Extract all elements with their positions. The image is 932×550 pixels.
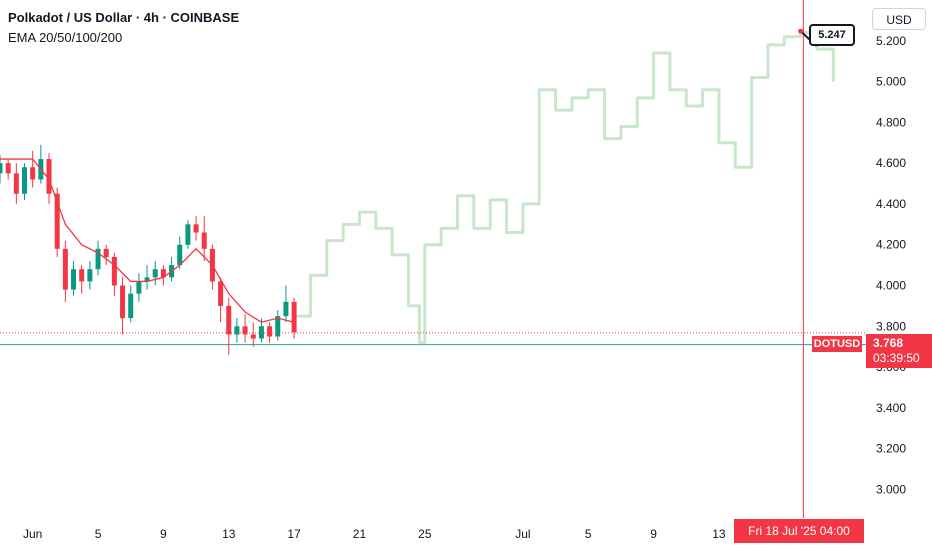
candle-body	[111, 256, 117, 286]
candle-body	[291, 301, 297, 333]
y-tick-label: 4.400	[876, 197, 906, 211]
candle-body	[0, 163, 3, 174]
candle-body	[136, 281, 142, 294]
x-tick-label: 9	[160, 527, 167, 541]
symbol-badge: DOTUSD	[812, 336, 862, 352]
candle-body	[275, 316, 281, 337]
candle-body	[62, 248, 68, 290]
candle-body	[46, 159, 52, 194]
x-tick-label: 21	[353, 527, 367, 541]
current-price-value: 3.768	[873, 336, 904, 350]
candle-body	[185, 224, 191, 245]
candle-series	[0, 144, 297, 355]
chart-title: Polkadot / US Dollar · 4h · COINBASE	[8, 10, 240, 25]
projection-path	[294, 31, 835, 345]
current-price-tag: 3.768 03:39:50	[866, 334, 932, 368]
projection-step-line	[294, 31, 835, 345]
x-tick-label: 9	[650, 527, 657, 541]
candle-body	[87, 269, 93, 282]
x-tick-label: 13	[712, 527, 726, 541]
candle-body	[267, 326, 273, 337]
x-tick-label: Jul	[515, 527, 530, 541]
y-tick-label: 4.200	[876, 238, 906, 252]
candle-body	[283, 301, 289, 317]
candle-body	[71, 269, 77, 290]
x-tick-label: Jun	[23, 527, 42, 541]
candle-body	[30, 167, 36, 180]
y-tick-label: 4.600	[876, 156, 906, 170]
y-tick-label: 4.000	[876, 279, 906, 293]
candle-body	[128, 293, 134, 319]
candle-body	[218, 281, 224, 306]
y-tick-label: 5.000	[876, 75, 906, 89]
time-axis[interactable]: Jun 5 9 13 17 21 25 Jul 5 9 13	[23, 527, 726, 541]
candle-body	[152, 269, 158, 278]
y-tick-label: 3.200	[876, 442, 906, 456]
candle-body	[242, 326, 248, 335]
x-tick-label: 5	[585, 527, 592, 541]
crosshair-date-label: Fri 18 Jul '25 04:00	[734, 519, 864, 543]
candle-body	[226, 305, 232, 335]
marker-point	[798, 28, 804, 34]
candle-body	[103, 248, 109, 257]
candle-body	[95, 248, 101, 270]
indicator-legend[interactable]: EMA 20/50/100/200	[8, 30, 123, 45]
y-tick-label: 4.800	[876, 115, 906, 129]
price-callout: 5.247	[809, 24, 855, 46]
bar-countdown: 03:39:50	[873, 351, 920, 365]
candle-body	[5, 163, 11, 174]
candle-body	[22, 167, 28, 194]
x-tick-label: 25	[418, 527, 432, 541]
y-tick-label: 3.000	[876, 482, 906, 496]
price-axis[interactable]: 5.200 5.000 4.800 4.600 4.400 4.200 4.000 3.800…	[876, 34, 906, 497]
y-tick-label: 3.400	[876, 401, 906, 415]
candle-body	[201, 232, 207, 249]
y-tick-label: 3.800	[876, 319, 906, 333]
x-tick-label: 17	[287, 527, 301, 541]
candle-body	[160, 269, 166, 278]
candle-body	[234, 326, 240, 335]
ema-path	[0, 158, 295, 323]
y-tick-label: 5.200	[876, 34, 906, 48]
x-tick-label: 13	[222, 527, 236, 541]
candle-body	[13, 173, 19, 194]
candle-body	[144, 277, 150, 282]
x-tick-label: 5	[95, 527, 102, 541]
candle-body	[79, 269, 85, 282]
candle-body	[250, 334, 256, 339]
ema-line	[0, 158, 295, 323]
candle-body	[177, 244, 183, 266]
candle-body	[120, 285, 126, 319]
currency-button[interactable]: USD	[872, 8, 926, 30]
candle-body	[193, 224, 199, 233]
candle-body	[54, 193, 60, 249]
